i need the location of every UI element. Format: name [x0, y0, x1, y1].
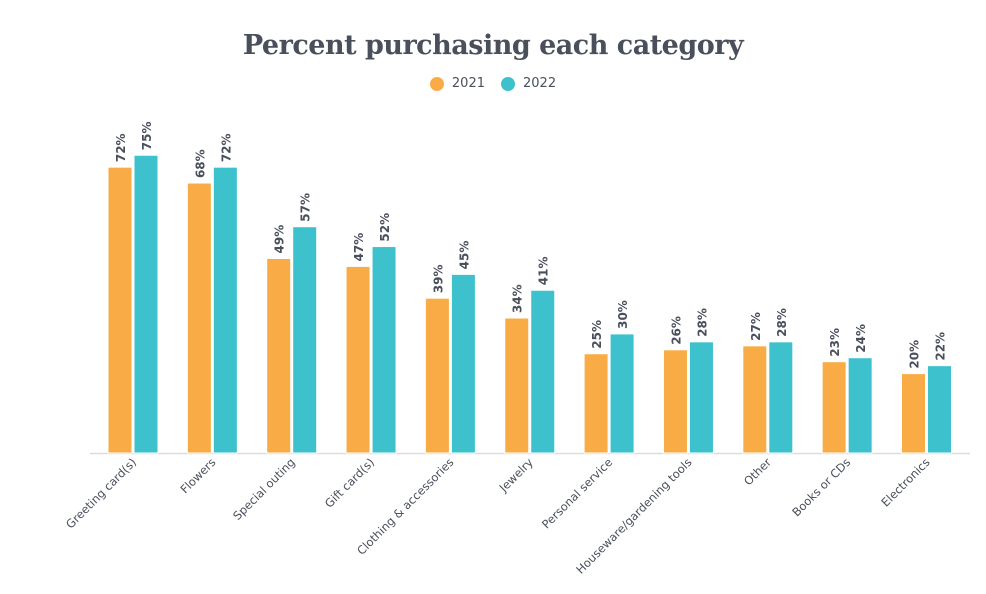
data-label: 24% — [854, 324, 868, 353]
data-label: 26% — [669, 316, 683, 345]
category-label: Gift card(s) — [322, 455, 377, 510]
bar-2022 — [688, 341, 714, 454]
bar-2021 — [186, 182, 212, 454]
data-label: 34% — [511, 284, 525, 313]
legend-swatch-2022 — [501, 76, 515, 91]
bar-2022 — [530, 289, 556, 454]
bar-2021 — [345, 265, 371, 454]
data-label: 41% — [537, 256, 551, 285]
data-label: 57% — [299, 193, 313, 222]
bar-2021 — [662, 349, 688, 454]
data-label: 28% — [695, 308, 709, 337]
bar-2021 — [424, 297, 450, 454]
bar-2022 — [212, 166, 238, 454]
legend-swatch-2021 — [429, 76, 444, 91]
data-label: 39% — [431, 264, 445, 293]
category-label: Electronics — [878, 455, 932, 509]
bar-2022 — [450, 273, 476, 454]
category-label: Books or CDs — [789, 455, 853, 519]
data-label: 28% — [775, 308, 789, 337]
bar-2022 — [927, 365, 952, 454]
data-label: 68% — [193, 149, 207, 178]
category-label: Greeting card(s) — [63, 455, 139, 531]
legend-label-2021: 2021 — [451, 76, 485, 91]
legend-item-2022: 2022 — [501, 76, 556, 91]
bar-2021 — [742, 345, 768, 454]
data-label: 30% — [616, 300, 630, 329]
data-label: 22% — [934, 332, 948, 361]
data-label: 52% — [378, 213, 392, 242]
chart-title: Percent purchasing each category — [242, 30, 744, 61]
category-label: Jewelry — [496, 455, 536, 495]
category-label: Personal service — [539, 455, 615, 531]
data-label: 72% — [114, 133, 128, 162]
bar-2022 — [847, 357, 873, 454]
bar-2022 — [609, 333, 635, 454]
data-label: 45% — [457, 241, 471, 270]
bar-2021 — [901, 373, 926, 454]
category-label: Flowers — [177, 455, 218, 496]
data-label: 27% — [749, 312, 763, 341]
bar-2022 — [133, 154, 159, 454]
data-label: 72% — [219, 133, 233, 162]
bar-2021 — [821, 361, 847, 454]
data-label: 25% — [590, 320, 604, 349]
data-label: 20% — [908, 340, 922, 369]
data-label: 47% — [352, 233, 366, 262]
data-label: 75% — [140, 122, 154, 151]
data-label: 49% — [273, 225, 287, 254]
bar-2022 — [292, 226, 318, 454]
bar-2022 — [768, 341, 794, 454]
legend-item-2021: 2021 — [429, 76, 485, 91]
bar-2021 — [107, 166, 133, 454]
category-label: Other — [741, 455, 774, 488]
bar-2022 — [371, 246, 397, 454]
legend-label-2022: 2022 — [523, 76, 557, 91]
bar-2021 — [583, 353, 609, 454]
bar-2021 — [266, 257, 292, 454]
category-label: Special outing — [230, 455, 298, 523]
bar-2021 — [504, 317, 530, 454]
legend: 2021 2022 — [0, 76, 986, 91]
data-label: 23% — [828, 328, 842, 357]
